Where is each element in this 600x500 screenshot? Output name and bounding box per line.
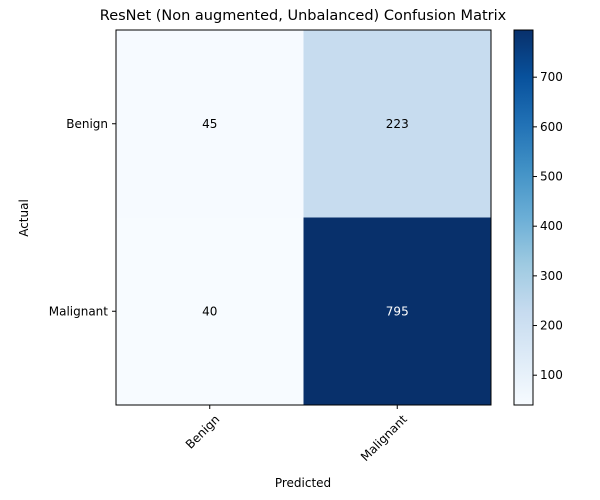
colorbar-gradient (514, 30, 533, 405)
y-axis-ticks: Benign Malignant (49, 117, 116, 318)
colorbar-tick-label: 600 (540, 120, 563, 134)
x-axis-ticks: Benign Malignant (183, 405, 410, 464)
cell-value-label: 45 (202, 117, 217, 131)
chart-title: ResNet (Non augmented, Unbalanced) Confu… (100, 8, 507, 24)
colorbar: 100 200 300 400 500 600 700 (513, 29, 563, 406)
colorbar-frame (513, 29, 534, 406)
heatmap-cell (303, 30, 491, 218)
heatmap-cell (116, 30, 304, 218)
y-axis-label: Actual (17, 199, 31, 237)
colorbar-tick-label: 400 (540, 219, 563, 233)
x-tick-label: Malignant (358, 412, 410, 464)
colorbar-tick-label: 500 (540, 170, 563, 184)
x-axis-label: Predicted (275, 476, 331, 490)
colorbar-tick-label: 300 (540, 269, 563, 283)
cell-value-label: 795 (386, 304, 409, 318)
heatmap-cells (116, 30, 491, 405)
cell-value-label: 40 (202, 304, 217, 318)
cell-value-labels: 45 223 40 795 (202, 117, 409, 319)
colorbar-tick-label: 700 (540, 70, 563, 84)
x-tick-label: Benign (183, 412, 222, 451)
colorbar-tick-label: 100 (540, 368, 563, 382)
cell-value-label: 223 (386, 117, 409, 131)
y-tick-label: Benign (66, 117, 108, 131)
colorbar-tick-label: 200 (540, 319, 563, 333)
y-tick-label: Malignant (49, 304, 109, 318)
heatmap-cell (303, 217, 491, 405)
plot-frame (115, 29, 492, 406)
heatmap-cell (116, 217, 304, 405)
